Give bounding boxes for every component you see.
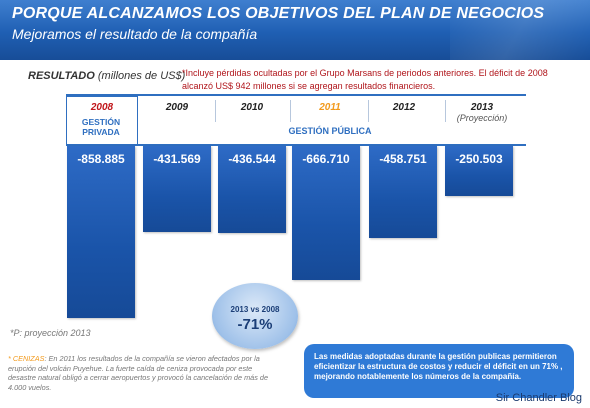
year-label-2009: 2009 [165, 102, 189, 113]
comparison-bubble: 2013 vs 2008 -71% [212, 283, 298, 349]
year-label-2011: 2011 [319, 102, 341, 113]
year-label-2010: 2010 [240, 102, 264, 113]
column-separator [215, 100, 216, 122]
comparison-value: -71% [237, 316, 273, 333]
year-label-2013: 2013 (Proyección) [447, 102, 517, 123]
column-separator [445, 100, 446, 122]
value-label-2009: -431.569 [153, 152, 201, 166]
page-title: PORQUE ALCANZAMOS LOS OBJETIVOS DEL PLAN… [12, 5, 545, 22]
unit-label-rest: (millones de US$) [94, 70, 186, 82]
column-separator [368, 100, 369, 122]
private-group-box [66, 96, 138, 146]
value-label-2012: -458.751 [379, 152, 427, 166]
page-subtitle: Mejoramos el resultado de la compañía [12, 26, 258, 42]
bar-2010 [218, 146, 286, 234]
column-separator [290, 100, 291, 122]
header-decoration [450, 0, 590, 60]
bottom-divider [66, 144, 526, 146]
projection-note: *P: proyección 2013 [10, 328, 91, 338]
value-label-2011: -666.710 [302, 152, 350, 166]
ash-note: * CENIZAS: En 2011 los resultados de la … [8, 354, 278, 392]
conclusion-box: Las medidas adoptadas durante la gestión… [304, 344, 574, 398]
projection-sub-label: (Proyección) [456, 113, 508, 123]
unit-label-bold: RESULTADO [28, 70, 95, 82]
value-label-2010: -436.544 [228, 152, 276, 166]
bar-2008 [67, 146, 135, 319]
bar-2011 [292, 146, 360, 280]
footnote-marsans: *Incluye pérdidas ocultadas por el Grupo… [182, 68, 548, 91]
ash-note-text: : En 2011 los resultados de la compañía … [8, 354, 268, 392]
year-label-2012: 2012 [392, 102, 416, 113]
top-divider [66, 94, 526, 96]
value-label-2013: -250.503 [455, 152, 503, 166]
bar-2013 [445, 146, 513, 197]
bar-2012 [369, 146, 437, 238]
unit-label: RESULTADO (millones de US$) [28, 70, 185, 82]
comparison-label: 2013 vs 2008 [230, 305, 280, 314]
header-banner: PORQUE ALCANZAMOS LOS OBJETIVOS DEL PLAN… [0, 0, 590, 60]
public-management-label: GESTIÓN PÚBLICA [288, 126, 372, 136]
ash-note-label: * CENIZAS [8, 354, 45, 363]
value-label-2008: -858.885 [77, 152, 125, 166]
bar-2009 [143, 146, 211, 233]
private-management-label: GESTIÓN PRIVADA [81, 117, 121, 137]
year-label-2008: 2008 [90, 102, 114, 113]
blog-watermark: Sir Chandler Blog [495, 392, 582, 404]
